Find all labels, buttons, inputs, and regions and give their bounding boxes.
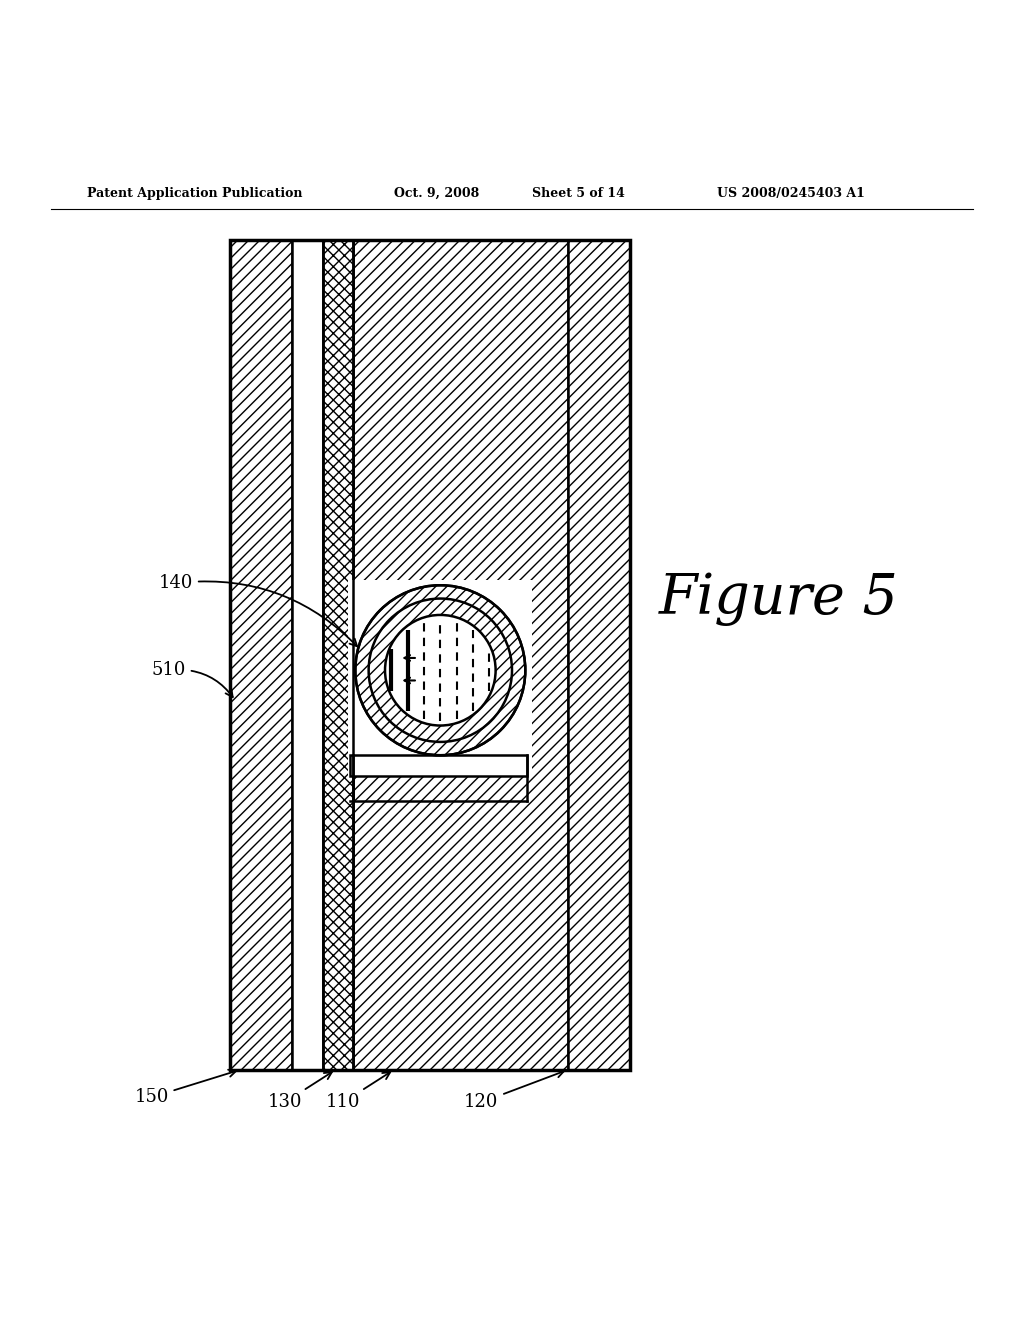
Bar [353, 240, 568, 1069]
Text: Sheet 5 of 14: Sheet 5 of 14 [532, 186, 626, 199]
Text: US 2008/0245403 A1: US 2008/0245403 A1 [717, 186, 864, 199]
Bar [230, 240, 292, 1069]
Text: 110: 110 [326, 1072, 390, 1111]
Text: 140: 140 [159, 574, 357, 647]
Text: 120: 120 [464, 1071, 564, 1111]
Text: 510: 510 [152, 661, 232, 697]
Bar [350, 755, 527, 776]
Bar [323, 240, 353, 1069]
Bar [230, 240, 630, 1069]
Text: 150: 150 [134, 1069, 237, 1106]
Text: Figure 5: Figure 5 [658, 572, 898, 626]
Bar [348, 579, 532, 776]
Text: Oct. 9, 2008: Oct. 9, 2008 [394, 186, 479, 199]
Bar [568, 240, 630, 1069]
Circle shape [355, 585, 525, 755]
Bar [292, 240, 323, 1069]
Circle shape [385, 615, 496, 726]
Text: 130: 130 [267, 1072, 332, 1111]
Text: Patent Application Publication: Patent Application Publication [87, 186, 302, 199]
Circle shape [369, 598, 512, 742]
